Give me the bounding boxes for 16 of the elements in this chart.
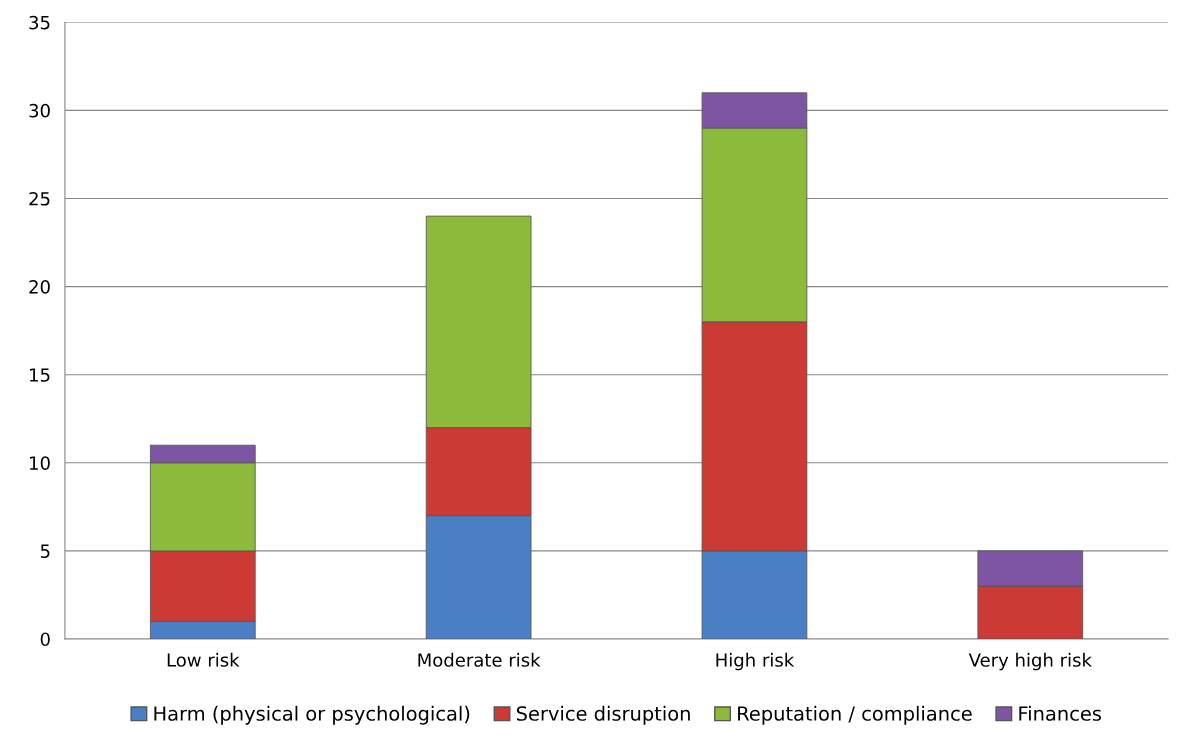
legend-label: Harm (physical or psychological)	[154, 705, 470, 725]
x-tick-label: High risk	[716, 652, 795, 671]
x-tick-label: Very high risk	[968, 652, 1092, 671]
legend-label: Reputation / compliance	[738, 705, 972, 725]
legend-label: Service disruption	[516, 705, 690, 725]
legend-label: Finances	[1019, 705, 1102, 721]
y-tick-label: 25	[29, 191, 50, 206]
x-tick-label: Low risk	[167, 652, 240, 667]
y-tick-label: 20	[29, 280, 50, 294]
x-tick-label: Moderate risk	[418, 652, 541, 667]
y-tick-label: 35	[29, 15, 50, 30]
y-tick-label: 10	[30, 456, 50, 470]
y-tick-label: 30	[29, 103, 50, 118]
y-tick-label: 0	[40, 632, 50, 647]
y-tick-label: 15	[30, 368, 50, 382]
y-tick-label: 5	[40, 544, 50, 558]
